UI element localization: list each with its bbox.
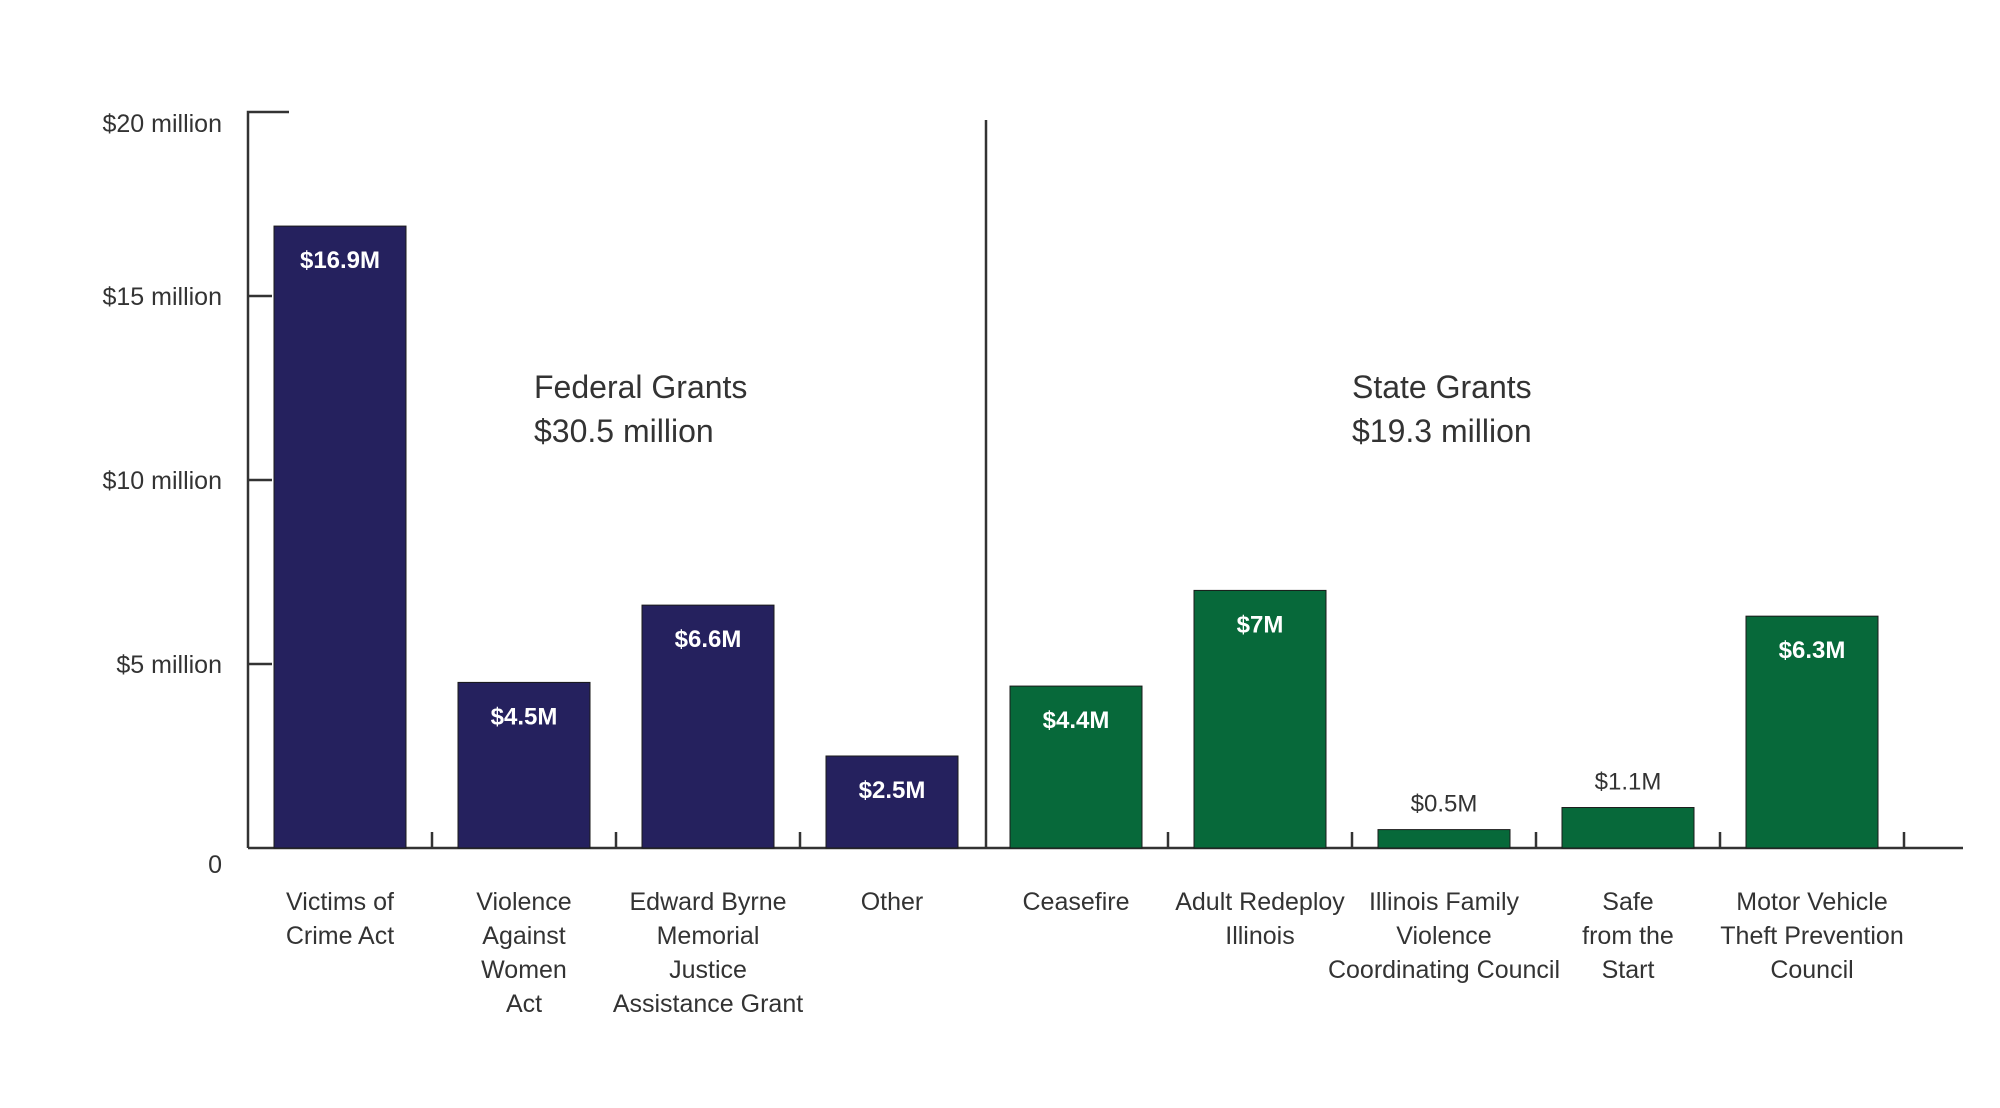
category-label-line: Memorial: [657, 922, 760, 950]
bar-value-label: $6.3M: [1779, 637, 1846, 664]
category-label-line: Victims of: [286, 888, 394, 916]
bar: [273, 225, 407, 849]
y-axis-line: [246, 110, 289, 848]
category-label-line: from the: [1582, 922, 1674, 950]
group-title-line: $19.3 million: [1352, 413, 1532, 449]
category-label: Victims of Crime Act: [286, 888, 394, 950]
category-label-line: Illinois Family: [1369, 888, 1520, 916]
category-label-line: Motor Vehicle: [1736, 888, 1887, 916]
group-title-line: State Grants: [1352, 369, 1532, 405]
bar: [825, 755, 959, 849]
category-label: Ceasefire: [1023, 888, 1130, 916]
category-label: Illinois Family Violence Coordinating Coun…: [1328, 888, 1560, 984]
category-label-line: Safe: [1602, 888, 1653, 916]
category-labels: Victims of Crime Act Violence Against Women A…: [286, 888, 1904, 1018]
category-label-line: Women: [481, 956, 567, 984]
group-title-line: Federal Grants: [534, 369, 747, 405]
bar-value-label: $4.5M: [491, 703, 558, 730]
category-label-line: Edward Byrne: [629, 888, 786, 916]
bar-value-label: $7M: [1237, 611, 1284, 638]
y-tick-label: 0: [208, 851, 222, 879]
category-label-line: Theft Prevention: [1720, 922, 1903, 950]
category-label-line: Assistance Grant: [613, 990, 803, 1018]
bar-value-label: $4.4M: [1043, 707, 1110, 734]
category-label-line: Crime Act: [286, 922, 394, 950]
y-tick-label: $15 million: [102, 283, 222, 311]
bar-value-label: $1.1M: [1595, 769, 1662, 796]
group-title: Federal Grants $30.5 million: [534, 369, 747, 449]
group-titles: Federal Grants $30.5 million State Grants $…: [534, 369, 1532, 449]
bar: [1193, 589, 1327, 849]
category-label-line: Adult Redeploy: [1175, 888, 1345, 916]
bar: [457, 681, 591, 849]
category-label-line: Act: [506, 990, 542, 1018]
group-title-line: $30.5 million: [534, 413, 714, 449]
bar: [1377, 829, 1511, 849]
bar: [1745, 615, 1879, 849]
bar-value-label: $6.6M: [675, 626, 742, 653]
category-label-line: Coordinating Council: [1328, 956, 1560, 984]
y-tick-label: $5 million: [116, 651, 222, 679]
category-label-line: Violence: [476, 888, 571, 916]
y-tick-label: $10 million: [102, 467, 222, 495]
category-label-line: Justice: [669, 956, 747, 984]
y-axis-ticks: 0 $5 million $10 million $15 million $20 mil…: [102, 110, 272, 879]
bar-value-label: $2.5M: [859, 777, 926, 804]
category-label: Violence Against Women Act: [476, 888, 571, 1018]
category-label: Edward Byrne Memorial Justice Assistance Gr…: [613, 888, 803, 1018]
category-label-line: Against: [482, 922, 565, 950]
bar: [1561, 807, 1695, 849]
category-label-line: Other: [861, 888, 924, 916]
bar: [1009, 685, 1143, 849]
category-label-line: Illinois: [1225, 922, 1294, 950]
category-label: Motor Vehicle Theft Prevention Council: [1720, 888, 1903, 984]
category-label: Other: [861, 888, 924, 916]
group-title: State Grants $19.3 million: [1352, 369, 1532, 449]
bar: [641, 604, 775, 849]
bar-value-label: $16.9M: [300, 247, 380, 274]
category-label-line: Council: [1770, 956, 1853, 984]
bars: $16.9M $4.5M $6.6M $2.5M $4.4M $7M $0.5M $1.1M $…: [273, 225, 1879, 849]
bar-value-label: $0.5M: [1411, 791, 1478, 818]
category-label-line: Violence: [1396, 922, 1491, 950]
category-label: Adult Redeploy Illinois: [1175, 888, 1345, 950]
category-label-line: Ceasefire: [1023, 888, 1130, 916]
y-tick-label: $20 million: [102, 110, 222, 138]
category-label: Safe from the Start: [1582, 888, 1674, 984]
category-label-line: Start: [1602, 956, 1655, 984]
